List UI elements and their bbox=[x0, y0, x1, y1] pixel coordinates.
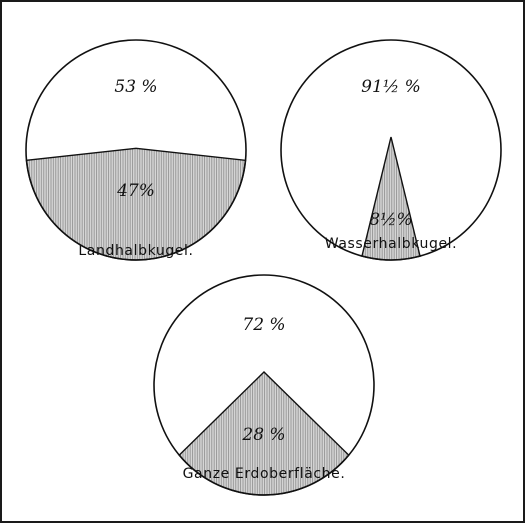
circle-outline bbox=[25, 39, 247, 261]
chart-caption: Landhalbkugel. bbox=[78, 243, 193, 259]
chart-caption: Wasserhalbkugel. bbox=[325, 236, 457, 252]
circle-outline bbox=[153, 274, 375, 496]
land-percent-label: 8½% bbox=[369, 210, 412, 230]
chart-ganze-erdoberflaeche: 72 % 28 % Ganze Erdoberfläche. bbox=[153, 274, 375, 496]
land-percent-label: 28 % bbox=[241, 425, 285, 445]
circle-outline bbox=[280, 39, 502, 261]
water-percent-label: 53 % bbox=[114, 77, 157, 97]
chart-landhalbkugel: 53 % 47% Landhalbkugel. bbox=[25, 39, 247, 261]
chart-caption: Ganze Erdoberfläche. bbox=[183, 466, 346, 482]
chart-wasserhalbkugel: 91½ % 8½% Wasserhalbkugel. bbox=[280, 39, 502, 261]
land-percent-label: 47% bbox=[116, 181, 155, 201]
water-percent-label: 72 % bbox=[242, 315, 285, 335]
water-percent-label: 91½ % bbox=[361, 77, 421, 97]
